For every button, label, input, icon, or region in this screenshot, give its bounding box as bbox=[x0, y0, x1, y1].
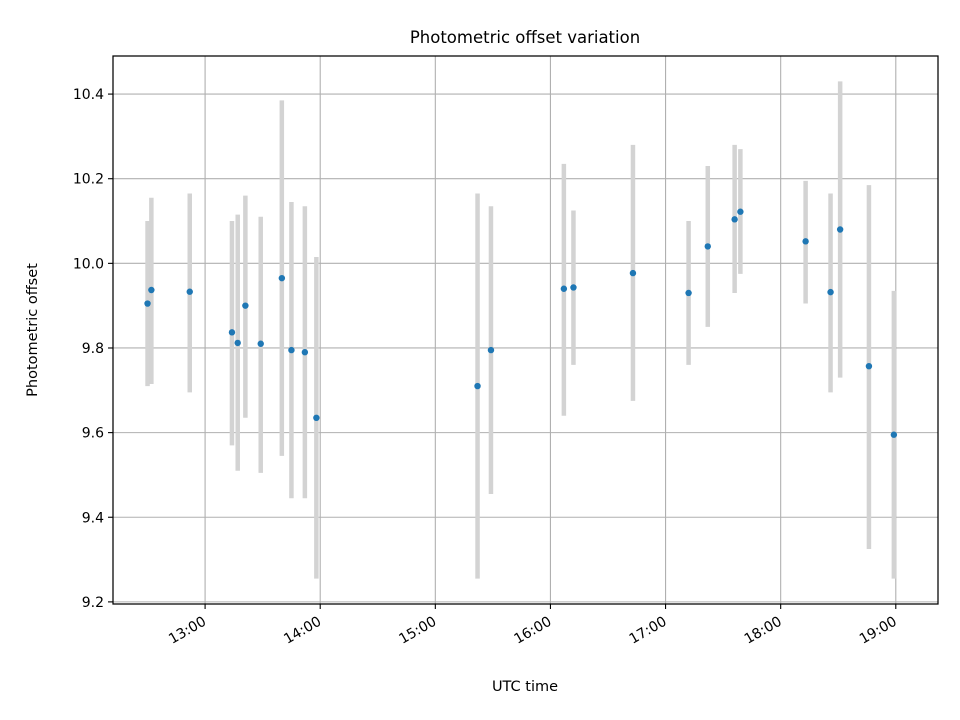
data-point bbox=[148, 286, 155, 294]
data-point bbox=[313, 414, 320, 422]
y-tick-label: 10.4 bbox=[73, 87, 104, 103]
y-tick-label: 9.4 bbox=[82, 510, 104, 526]
y-tick-label: 9.6 bbox=[82, 426, 104, 442]
y-axis-label: Photometric offset bbox=[25, 263, 41, 397]
data-point bbox=[257, 340, 264, 347]
data-point bbox=[570, 284, 577, 291]
data-point bbox=[890, 431, 898, 438]
data-points bbox=[144, 208, 898, 438]
plot-area bbox=[113, 56, 938, 604]
y-tick-label: 10.2 bbox=[73, 172, 104, 188]
data-point bbox=[228, 329, 236, 336]
y-tick-label: 9.8 bbox=[82, 341, 104, 357]
data-point bbox=[278, 274, 286, 282]
data-point bbox=[731, 216, 738, 223]
data-point bbox=[827, 288, 834, 296]
chart-title: Photometric offset variation bbox=[410, 28, 640, 47]
data-point bbox=[836, 226, 844, 233]
y-ticks: 9.2 9.4 9.6 9.8 10.0 10.2 10.4 bbox=[73, 87, 113, 611]
data-point bbox=[560, 285, 568, 292]
data-point bbox=[301, 349, 309, 356]
y-tick-label: 10.0 bbox=[73, 256, 104, 272]
data-point bbox=[144, 300, 151, 307]
data-point bbox=[629, 269, 637, 277]
axes-frame bbox=[112, 55, 939, 605]
data-point bbox=[737, 208, 744, 215]
data-point bbox=[487, 346, 495, 354]
data-point bbox=[802, 238, 809, 245]
data-point bbox=[288, 346, 295, 354]
data-point bbox=[242, 302, 249, 309]
x-axis-label: UTC time bbox=[492, 679, 558, 695]
data-point bbox=[704, 243, 711, 250]
data-point bbox=[865, 362, 873, 370]
data-point bbox=[186, 288, 193, 295]
data-point bbox=[234, 339, 241, 347]
data-point bbox=[474, 382, 481, 390]
y-tick-label: 9.2 bbox=[82, 595, 104, 611]
data-point bbox=[685, 289, 692, 297]
